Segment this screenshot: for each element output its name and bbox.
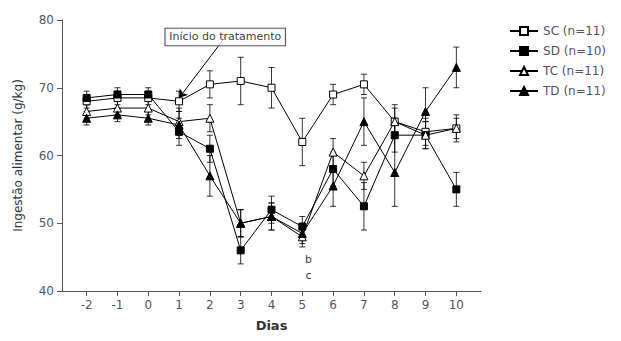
svg-text:10: 10 xyxy=(449,298,464,312)
svg-text:50: 50 xyxy=(39,216,54,230)
svg-text:SD (n=10): SD (n=10) xyxy=(543,44,606,58)
svg-text:TD (n=11): TD (n=11) xyxy=(542,84,606,98)
svg-text:0: 0 xyxy=(144,298,152,312)
svg-text:9: 9 xyxy=(422,298,430,312)
svg-text:60: 60 xyxy=(39,149,54,163)
svg-text:Início do tratamento: Início do tratamento xyxy=(169,30,281,43)
svg-text:7: 7 xyxy=(360,298,368,312)
svg-text:-2: -2 xyxy=(81,298,93,312)
svg-text:6: 6 xyxy=(329,298,337,312)
svg-text:-1: -1 xyxy=(111,298,123,312)
svg-text:8: 8 xyxy=(391,298,399,312)
svg-text:5: 5 xyxy=(298,298,306,312)
svg-text:1: 1 xyxy=(175,298,183,312)
svg-text:b: b xyxy=(305,253,312,266)
svg-text:c: c xyxy=(305,269,311,282)
svg-text:SC (n=11): SC (n=11) xyxy=(543,24,605,38)
svg-text:TC (n=11): TC (n=11) xyxy=(542,64,604,78)
svg-text:2: 2 xyxy=(206,298,214,312)
svg-text:Dias: Dias xyxy=(256,318,288,333)
svg-text:Ingestão alimentar (g/kg): Ingestão alimentar (g/kg) xyxy=(11,79,25,232)
svg-text:70: 70 xyxy=(39,81,54,95)
svg-text:4: 4 xyxy=(268,298,276,312)
svg-text:80: 80 xyxy=(39,13,54,27)
svg-text:40: 40 xyxy=(39,284,54,298)
svg-text:3: 3 xyxy=(237,298,245,312)
